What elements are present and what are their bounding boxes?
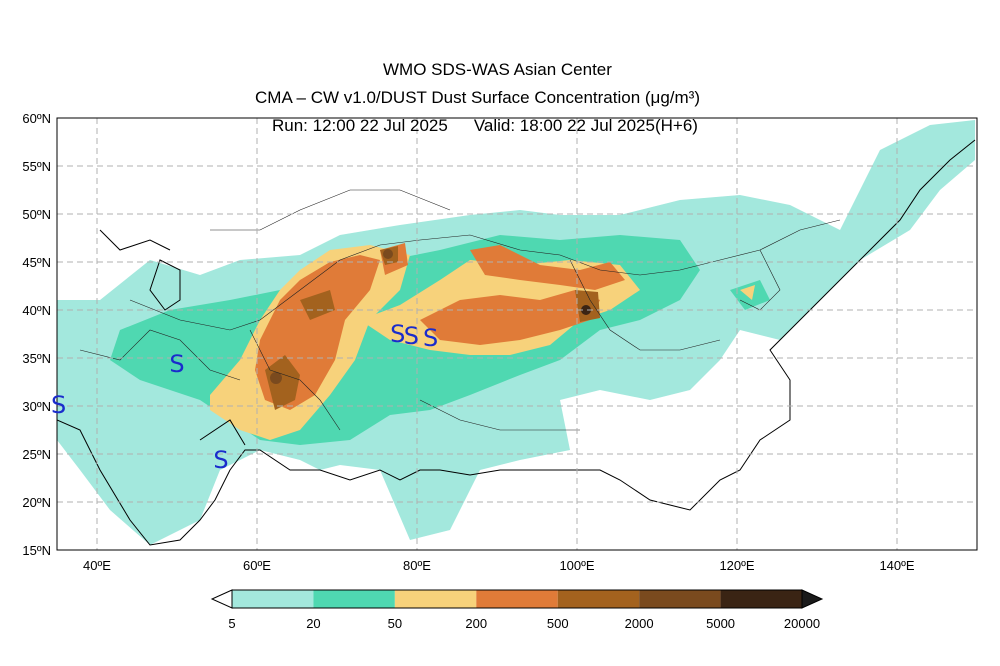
dust-level-200-500-c	[420, 290, 600, 345]
dust-level-500-2000	[265, 355, 300, 410]
lat-tick-label: 20ºN	[22, 495, 51, 510]
dust-level-2000-5000-b	[383, 249, 393, 259]
lon-tick-label: 40ºE	[83, 558, 111, 573]
lat-tick-label: 45ºN	[22, 255, 51, 270]
colorbar-cell	[557, 590, 640, 608]
colorbar-cell	[313, 590, 395, 608]
dust-level-50-200-c	[740, 285, 755, 300]
title-line-2: CMA – CW v1.0/DUST Dust Surface Concentr…	[255, 88, 701, 107]
colorbar-cell	[720, 590, 802, 608]
valid-time: Valid: 18:00 22 Jul 2025(H+6)	[473, 116, 698, 135]
lat-tick-label: 30ºN	[22, 399, 51, 414]
lat-tick-label: 40ºN	[22, 303, 51, 318]
colorbar-cell	[394, 590, 477, 608]
lat-tick-label: 50ºN	[22, 207, 51, 222]
dust-storm-marker: S	[169, 350, 184, 378]
title-line-3: Run: 12:00 22 Jul 2025 Valid: 18:00 22 Ju…	[272, 116, 698, 136]
lon-tick-label: 80ºE	[403, 558, 431, 573]
lon-tick-label: 100ºE	[559, 558, 594, 573]
dust-level-200-500-d	[470, 245, 625, 290]
dust-level-500-2000-d	[300, 290, 335, 320]
title-line-1: WMO SDS-WAS Asian Center	[383, 60, 612, 79]
colorbar-level-label: 50	[388, 616, 402, 631]
dust-level-2000-5000-c	[581, 305, 591, 315]
lat-tick-label: 55ºN	[22, 159, 51, 174]
colorbar-level-label: 200	[465, 616, 487, 631]
dust-storm-marker: S	[390, 320, 405, 348]
colorbar-level-label: 5	[228, 616, 235, 631]
colorbar-level-label: 5000	[706, 616, 735, 631]
lon-tick-label: 60ºE	[243, 558, 271, 573]
lon-tick-label: 140ºE	[879, 558, 914, 573]
colorbar-cell	[476, 590, 558, 608]
dust-field	[57, 120, 975, 545]
coastline-lines	[57, 139, 976, 546]
colorbar-level-label: 2000	[625, 616, 654, 631]
lon-tick-label: 120ºE	[719, 558, 754, 573]
colorbar-under-arrow	[210, 589, 233, 609]
lat-tick-label: 60ºN	[22, 111, 51, 126]
map-frame	[56, 117, 978, 551]
lat-tick-label: 25ºN	[22, 447, 51, 462]
colorbar-cell	[232, 590, 314, 608]
colorbar-level-label: 500	[547, 616, 569, 631]
colorbar-level-label: 20000	[784, 616, 820, 631]
colorbar-level-label: 20	[306, 616, 320, 631]
dust-level-2000-5000	[270, 372, 282, 384]
tick-labels: 60ºN 55ºN 50ºN 45ºN 40ºN 35ºN 30ºN 25ºN 20ºN 15ºN…	[22, 111, 914, 573]
run-time: Run: 12:00 22 Jul 2025	[272, 116, 448, 135]
dust-storm-marker: S	[213, 446, 228, 474]
colorbar-frame	[231, 589, 803, 609]
gridlines	[57, 118, 977, 550]
lat-tick-label: 15ºN	[22, 543, 51, 558]
dust-storm-marker: S	[51, 391, 66, 419]
country-borders	[79, 189, 841, 431]
dust-storm-marker: S	[423, 324, 438, 352]
dust-storm-marker: S	[404, 322, 419, 350]
lat-tick-label: 35ºN	[22, 351, 51, 366]
colorbar-cell	[639, 590, 721, 608]
colorbar-over-arrow	[801, 589, 824, 609]
